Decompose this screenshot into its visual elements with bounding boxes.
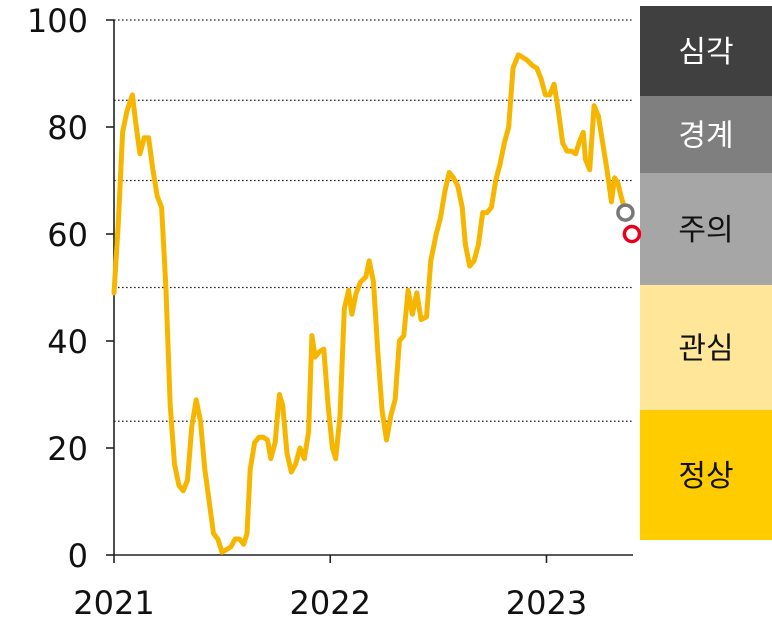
band-label-0: 심각 (678, 35, 733, 70)
band-3 (640, 285, 772, 410)
y-tick-label-3: 60 (47, 216, 88, 254)
end-marker-0 (616, 203, 635, 222)
band-label-4: 정상 (678, 459, 733, 494)
band-4 (640, 410, 772, 540)
x-tick-label-0: 2021 (73, 584, 154, 622)
x-tick-label-2: 2023 (506, 584, 587, 622)
band-label-1: 경계 (678, 119, 733, 154)
band-label-2: 주의 (678, 213, 733, 248)
series-line-group (111, 52, 627, 555)
y-tick-label-4: 80 (47, 109, 88, 147)
end-marker-1 (622, 224, 642, 244)
series-line-0 (111, 52, 627, 555)
x-axis-tick-labels: 2021 2022 2023 (73, 584, 587, 622)
y-tick-label-5: 100 (27, 2, 88, 40)
threshold-lines (114, 19, 633, 422)
y-tick-label-2: 40 (47, 323, 88, 361)
end-markers (616, 203, 642, 244)
y-tick-label-1: 20 (47, 430, 88, 468)
y-tick-label-0: 0 (68, 537, 88, 575)
band-1 (640, 96, 772, 173)
y-axis-tick-labels: 0 20 40 60 80 100 (27, 2, 88, 575)
band-0 (640, 6, 772, 96)
band-label-3: 관심 (678, 332, 733, 367)
band-2 (640, 173, 772, 285)
x-tick-label-1: 2022 (290, 584, 371, 622)
